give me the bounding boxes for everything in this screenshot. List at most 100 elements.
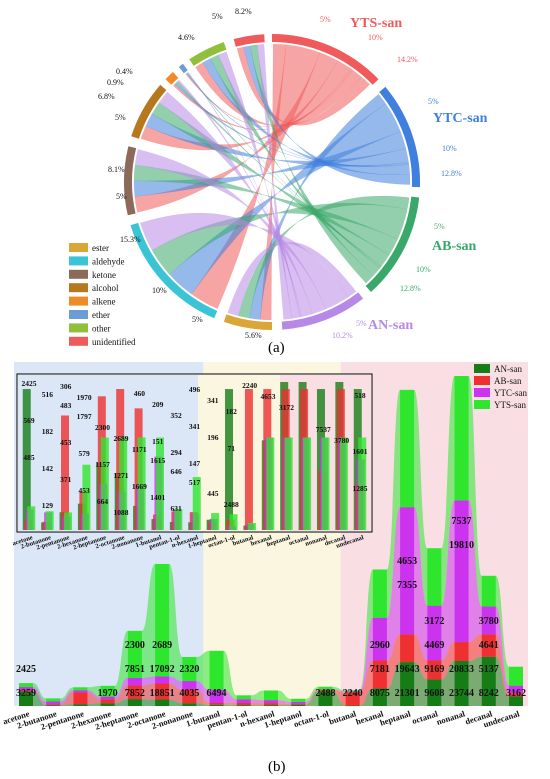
bar-YTC-san — [236, 699, 251, 703]
inset-value-label: 142 — [42, 464, 54, 473]
bar-YTS-san — [509, 666, 523, 686]
panel-label-a: (a) — [268, 340, 285, 356]
legend-swatch-unidentified — [69, 336, 88, 346]
bar-AN-san — [345, 705, 360, 707]
stacked-area-chart: 3259 2425 1970 7852 7851 2300 18851 17092 2689 40… — [1, 362, 528, 732]
tick-label: 5% — [320, 15, 331, 24]
bar-YTS-san — [481, 575, 496, 607]
arc-other — [189, 42, 227, 66]
bar-AB-san — [100, 699, 115, 704]
value-label: 21301 — [395, 688, 420, 699]
tick-label: 5.6% — [245, 331, 262, 340]
bar-YTC-san — [454, 500, 469, 643]
inset-value-label: 209 — [152, 400, 164, 409]
bar-YTS-san — [264, 690, 278, 701]
inset-value-label: 485 — [23, 453, 35, 462]
legend-swatch-AB-san — [474, 376, 490, 385]
inset-value-label: 371 — [60, 475, 72, 484]
value-label: 7537 — [452, 516, 472, 527]
inset-bar-YTS-san — [211, 513, 220, 530]
inset-bar-AN-san — [22, 389, 31, 530]
value-label: 3259 — [16, 688, 36, 699]
tick-label: 14.2% — [397, 55, 418, 64]
bar-YTS-san — [209, 650, 224, 690]
value-label: 7355 — [397, 580, 417, 591]
bar-AN-san — [209, 704, 224, 706]
inset-bar-YTS-san — [321, 437, 330, 530]
tick-label: 10% — [152, 286, 167, 295]
bar-YTS-san — [100, 685, 115, 697]
chord-legend: ester aldehyde ketone alcohol alkene ether oth… — [69, 243, 136, 347]
value-label: 2300 — [125, 640, 145, 651]
bar-AB-san — [155, 683, 170, 700]
legend-label-AB-san: AB-san — [494, 376, 522, 386]
arc-alkene — [165, 72, 179, 85]
tick-label: 10% — [368, 33, 383, 42]
value-label: 2240 — [343, 688, 363, 699]
value-label: 19810 — [449, 540, 474, 551]
arc-unidentified — [233, 34, 265, 47]
inset-bar-YTS-san — [266, 437, 275, 530]
legend-swatch-AN-san — [474, 364, 490, 373]
arc-ester — [223, 314, 272, 330]
tick-label: 5% — [115, 113, 126, 122]
value-label: 6494 — [207, 688, 227, 699]
bar-AN-san — [155, 699, 170, 706]
sample-label-YTC-san: YTC-san — [433, 111, 488, 126]
bar-YTS-san — [155, 563, 170, 677]
value-label: 18851 — [150, 688, 175, 699]
inset-value-label: 496 — [189, 385, 201, 394]
inset-value-label: 631 — [170, 504, 182, 513]
value-label: 2689 — [152, 640, 172, 651]
bar-AB-san — [264, 703, 278, 706]
value-label: 17092 — [150, 664, 175, 675]
arc-YTC-san — [379, 86, 420, 188]
inset-value-label: 182 — [226, 407, 238, 416]
bar-YTS-san — [73, 687, 88, 691]
value-label: 4469 — [424, 640, 444, 651]
bar-YTC-san — [264, 700, 278, 704]
arc-ether — [178, 63, 188, 74]
inset-value-label: 2425 — [22, 379, 37, 388]
bar-YTC-san — [19, 687, 33, 691]
bar-YTC-san — [291, 701, 306, 704]
value-label: 2425 — [16, 664, 36, 675]
bar-YTS-san — [345, 690, 360, 692]
inset-value-label: 445 — [207, 489, 219, 498]
bar-YTS-san — [19, 683, 33, 688]
bar-YTC-san — [427, 605, 442, 661]
bar-AB-san — [372, 660, 387, 689]
value-label: 3162 — [506, 688, 526, 699]
bar-YTS-san — [318, 686, 333, 690]
inset-value-label: 2488 — [224, 500, 239, 509]
inset-bar-YTS-san — [64, 512, 73, 530]
bar-AN-san — [400, 662, 415, 706]
tick-label: 15.3% — [120, 235, 141, 244]
tick-label: 10.2% — [332, 331, 353, 340]
bar-AB-san — [209, 702, 224, 705]
inset-value-label: 664 — [97, 497, 109, 506]
legend-swatch-YTC-san — [474, 388, 490, 397]
value-label: 2320 — [179, 664, 199, 675]
inset-value-label: 341 — [189, 422, 201, 431]
bar-AB-san — [345, 692, 360, 706]
inset-value-label: 1285 — [353, 484, 368, 493]
bar-AN-san — [46, 705, 61, 706]
bar-AN-san — [73, 704, 88, 706]
inset-bar-AN-san — [225, 389, 234, 530]
bar-AN-san — [427, 679, 442, 706]
area-YTS-san — [19, 376, 523, 702]
category-label: nonanal — [435, 708, 467, 727]
legend-swatch-aldehyde — [69, 256, 88, 266]
bar-AB-san — [127, 685, 142, 700]
value-label: 1970 — [98, 688, 118, 699]
bar-AN-san — [264, 705, 278, 706]
tick-label: 12.8% — [400, 284, 421, 293]
value-label: 2960 — [370, 640, 390, 651]
bar-YTC-san — [372, 617, 387, 661]
tick-label: 4.6% — [178, 33, 195, 42]
tick-label: 5% — [212, 12, 223, 21]
value-label: 9608 — [424, 688, 444, 699]
inset-value-label: 1157 — [95, 460, 110, 469]
